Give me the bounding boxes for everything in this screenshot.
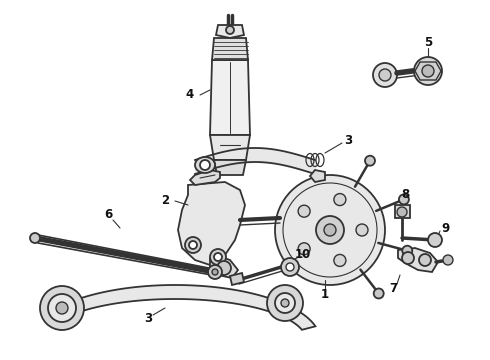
Polygon shape: [395, 205, 410, 218]
Text: 2: 2: [161, 194, 169, 207]
Circle shape: [397, 207, 407, 217]
Circle shape: [267, 285, 303, 321]
Circle shape: [356, 224, 368, 236]
Circle shape: [402, 252, 414, 264]
Ellipse shape: [195, 157, 215, 173]
Circle shape: [443, 255, 453, 265]
Circle shape: [286, 263, 294, 271]
Circle shape: [402, 246, 412, 256]
Circle shape: [30, 233, 40, 243]
Polygon shape: [415, 62, 441, 80]
Polygon shape: [210, 135, 250, 160]
Circle shape: [373, 63, 397, 87]
Circle shape: [189, 241, 197, 249]
Circle shape: [281, 258, 299, 276]
Circle shape: [365, 156, 375, 166]
Text: 10: 10: [295, 248, 311, 261]
Circle shape: [214, 253, 222, 261]
Circle shape: [185, 237, 201, 253]
Circle shape: [40, 286, 84, 330]
Text: 5: 5: [424, 36, 432, 49]
Circle shape: [212, 269, 218, 275]
Polygon shape: [398, 248, 438, 272]
Circle shape: [419, 254, 431, 266]
Circle shape: [324, 224, 336, 236]
Circle shape: [208, 265, 222, 279]
Circle shape: [281, 299, 289, 307]
Circle shape: [217, 261, 231, 275]
Circle shape: [414, 57, 442, 85]
Text: 4: 4: [186, 89, 194, 102]
Circle shape: [275, 293, 295, 313]
Text: 8: 8: [401, 189, 409, 202]
Text: 3: 3: [344, 134, 352, 147]
Polygon shape: [190, 170, 220, 185]
Circle shape: [275, 175, 385, 285]
Polygon shape: [52, 285, 316, 330]
Circle shape: [399, 194, 409, 204]
Circle shape: [422, 65, 434, 77]
Circle shape: [334, 255, 346, 266]
Circle shape: [334, 194, 346, 206]
Circle shape: [56, 302, 68, 314]
Polygon shape: [214, 160, 246, 175]
Text: 9: 9: [441, 221, 449, 234]
Circle shape: [298, 205, 310, 217]
Circle shape: [428, 233, 442, 247]
Polygon shape: [210, 255, 238, 278]
Circle shape: [316, 216, 344, 244]
Polygon shape: [310, 170, 325, 182]
Polygon shape: [178, 182, 245, 265]
Circle shape: [200, 160, 210, 170]
Text: 7: 7: [389, 282, 397, 294]
Polygon shape: [210, 60, 250, 135]
Text: 6: 6: [104, 208, 112, 221]
Circle shape: [226, 26, 234, 34]
Circle shape: [374, 288, 384, 298]
Polygon shape: [230, 273, 244, 285]
Polygon shape: [212, 38, 248, 60]
Text: 1: 1: [321, 288, 329, 302]
Circle shape: [48, 294, 76, 322]
Circle shape: [298, 243, 310, 255]
Polygon shape: [216, 25, 244, 38]
Circle shape: [379, 69, 391, 81]
Text: 3: 3: [144, 311, 152, 324]
Circle shape: [210, 249, 226, 265]
